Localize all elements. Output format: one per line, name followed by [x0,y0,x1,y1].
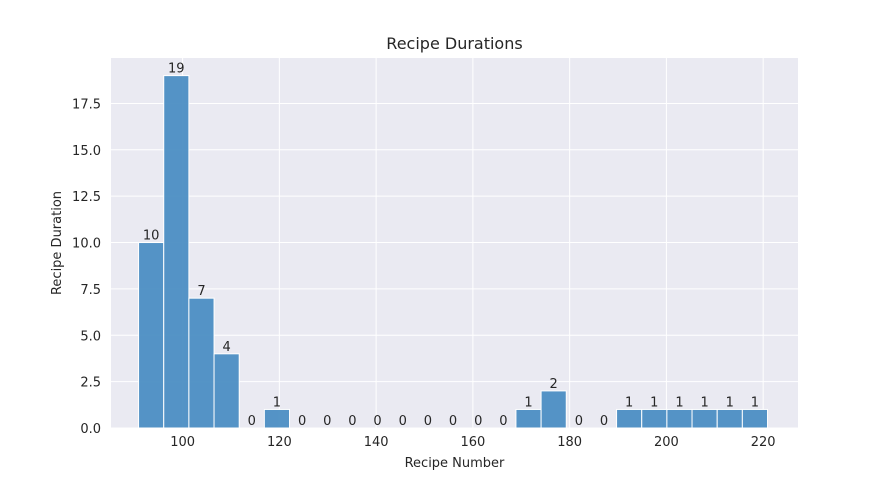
bar-value-label: 0 [323,414,331,429]
y-tick-label: 12.5 [72,190,101,205]
bar-value-label: 19 [168,62,185,77]
histogram-bar [163,75,190,429]
bar-value-label: 0 [499,414,507,429]
histogram-bar [213,353,240,429]
y-tick-label: 17.5 [72,97,101,112]
bar-value-label: 0 [298,414,306,429]
bar-value-label: 4 [222,340,230,355]
bar-value-label: 0 [474,414,482,429]
histogram-bar [666,408,693,429]
histogram-bar [188,297,215,429]
bar-value-label: 7 [197,284,205,299]
bar-value-label: 0 [348,414,356,429]
bar-value-label: 0 [449,414,457,429]
x-tick-label: 140 [364,435,389,450]
bar-value-label: 0 [575,414,583,429]
y-axis-label: Recipe Duration [50,191,65,295]
bar-value-label: 0 [424,414,432,429]
bar-value-label: 0 [373,414,381,429]
x-tick-label: 120 [267,435,292,450]
bar-value-label: 1 [700,395,708,410]
bar-value-label: 1 [726,395,734,410]
chart-title: Recipe Durations [386,34,522,53]
histogram-bar [138,242,165,429]
x-tick-label: 160 [460,435,485,450]
histogram-bar [641,408,668,429]
histogram-bar [741,408,769,429]
y-axis-ticks: 0.0 2.5 5.0 7.5 10.0 12.5 15.0 17.5 [72,97,101,437]
histogram-bar [716,408,743,429]
y-tick-label: 10.0 [72,237,101,252]
bar-value-label: 1 [625,395,633,410]
histogram-bar [691,408,718,429]
bar-value-label: 0 [399,414,407,429]
x-axis-ticks: 100 120 140 160 180 200 220 [170,435,775,450]
x-tick-label: 100 [170,435,195,450]
histogram-bar [515,408,542,429]
bar-value-label: 1 [524,395,532,410]
bar-value-label: 0 [248,414,256,429]
x-tick-label: 220 [751,435,776,450]
y-tick-label: 2.5 [80,376,101,391]
x-axis-label: Recipe Number [405,456,505,471]
bars [138,75,769,429]
x-tick-label: 200 [654,435,679,450]
histogram-bar [616,408,643,429]
histogram-bar [263,408,291,429]
bar-value-label: 1 [751,395,759,410]
bar-value-label: 2 [550,377,558,392]
x-tick-label: 180 [557,435,582,450]
histogram-bar [540,390,567,429]
y-tick-label: 15.0 [72,144,101,159]
y-tick-label: 7.5 [80,283,101,298]
bar-value-label: 10 [143,229,160,244]
bar-value-label: 0 [600,414,608,429]
y-tick-label: 5.0 [80,329,101,344]
y-tick-label: 0.0 [80,422,101,437]
bar-value-label: 1 [273,395,281,410]
bar-value-label: 1 [675,395,683,410]
bar-value-label: 1 [650,395,658,410]
